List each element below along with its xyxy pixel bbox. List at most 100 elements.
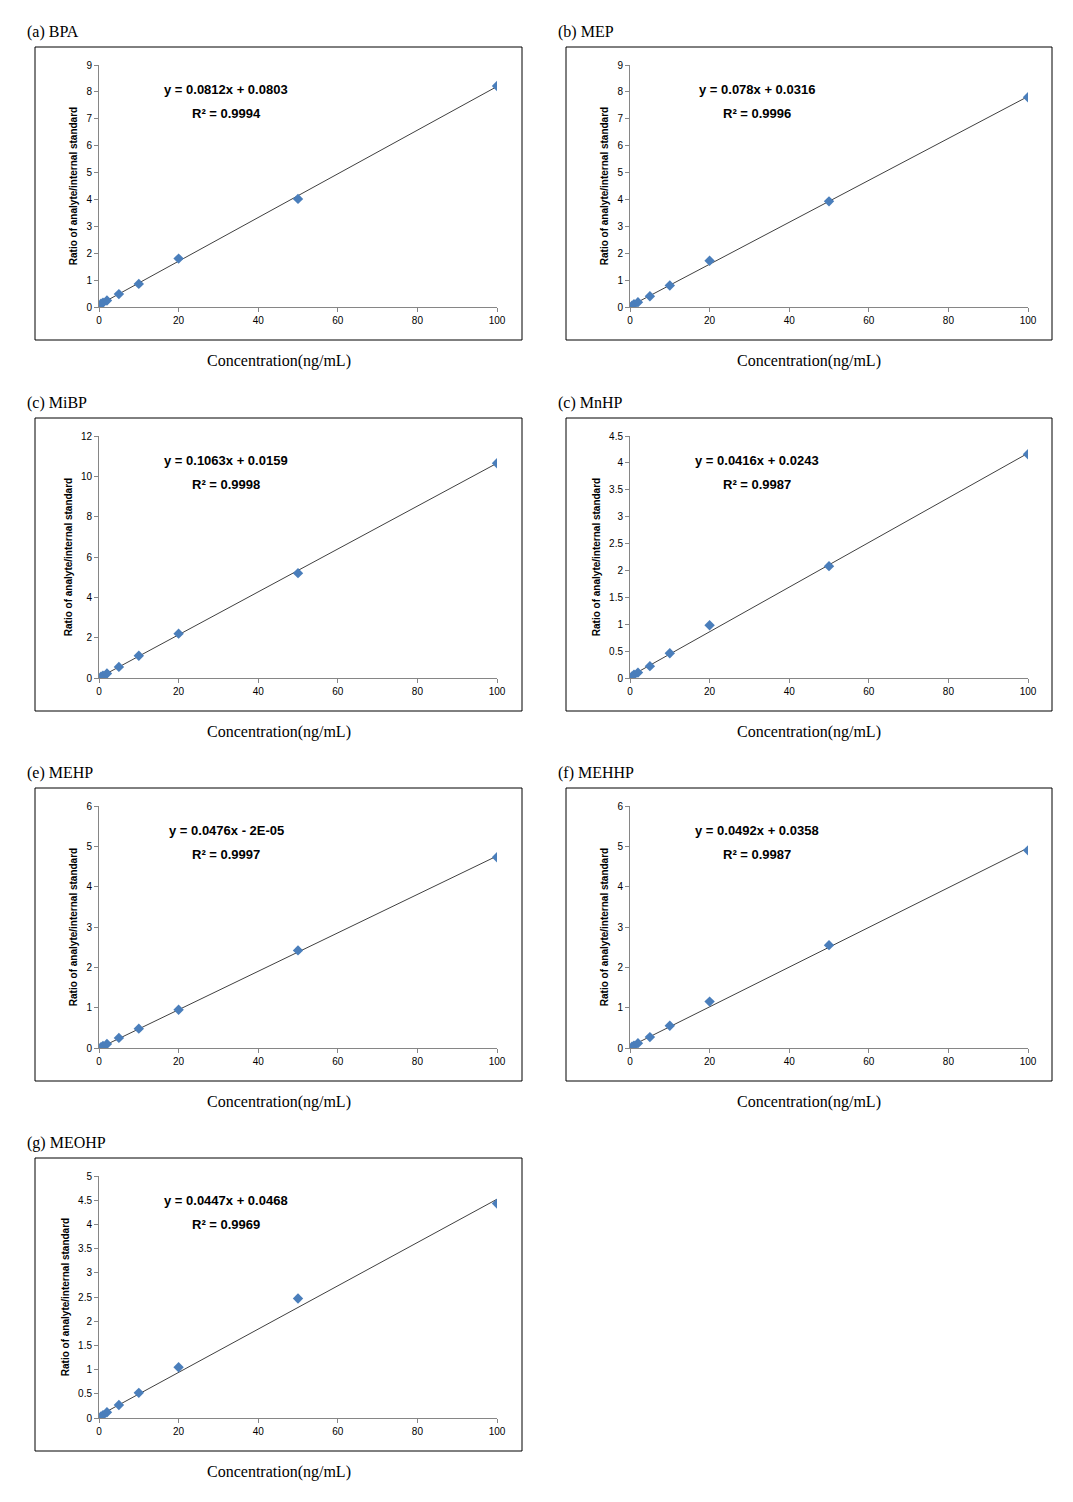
svg-text:3.5: 3.5 (609, 484, 623, 495)
svg-text:0: 0 (617, 302, 623, 313)
svg-text:2: 2 (617, 248, 623, 259)
svg-text:Ratio of analyte/internal stan: Ratio of analyte/internal standard (60, 1218, 71, 1376)
svg-text:2: 2 (86, 248, 92, 259)
svg-text:100: 100 (1020, 1056, 1037, 1067)
svg-text:100: 100 (489, 1426, 506, 1437)
svg-text:80: 80 (943, 1056, 955, 1067)
svg-text:y = 0.0476x - 2E-05: y = 0.0476x - 2E-05 (169, 823, 284, 838)
svg-text:20: 20 (704, 1056, 716, 1067)
svg-text:0: 0 (96, 315, 102, 326)
svg-text:2.5: 2.5 (78, 1292, 92, 1303)
svg-text:60: 60 (863, 315, 875, 326)
svg-text:80: 80 (412, 686, 424, 697)
svg-text:60: 60 (332, 1056, 344, 1067)
svg-text:3: 3 (617, 511, 623, 522)
svg-text:Ratio of analyte/internal stan: Ratio of analyte/internal standard (599, 107, 610, 265)
svg-text:8: 8 (86, 511, 92, 522)
svg-text:3.5: 3.5 (78, 1243, 92, 1254)
svg-text:0: 0 (86, 673, 92, 684)
svg-text:0: 0 (86, 302, 92, 313)
svg-text:(f) MEHHP: (f) MEHHP (558, 764, 634, 782)
svg-text:R² = 0.9996: R² = 0.9996 (723, 106, 791, 121)
svg-text:y = 0.0447x + 0.0468: y = 0.0447x + 0.0468 (164, 1193, 288, 1208)
svg-text:20: 20 (173, 686, 185, 697)
svg-text:Concentration(ng/mL): Concentration(ng/mL) (207, 352, 351, 370)
svg-text:0: 0 (617, 1043, 623, 1054)
svg-text:4: 4 (86, 592, 92, 603)
svg-text:(b) MEP: (b) MEP (558, 23, 614, 41)
svg-text:3: 3 (86, 1267, 92, 1278)
svg-text:2: 2 (86, 632, 92, 643)
svg-text:2: 2 (86, 962, 92, 973)
svg-text:R² = 0.9994: R² = 0.9994 (192, 106, 261, 121)
svg-text:Ratio of analyte/internal stan: Ratio of analyte/internal standard (591, 478, 602, 636)
svg-text:2.5: 2.5 (609, 538, 623, 549)
svg-text:20: 20 (704, 686, 716, 697)
svg-text:2: 2 (617, 962, 623, 973)
svg-text:y = 0.0812x + 0.0803: y = 0.0812x + 0.0803 (164, 82, 288, 97)
svg-text:5: 5 (86, 841, 92, 852)
svg-text:0: 0 (96, 686, 102, 697)
svg-text:8: 8 (617, 86, 623, 97)
svg-text:60: 60 (332, 315, 344, 326)
svg-text:40: 40 (253, 1426, 265, 1437)
svg-text:40: 40 (784, 686, 796, 697)
svg-text:4: 4 (617, 194, 623, 205)
svg-text:R² = 0.9987: R² = 0.9987 (723, 477, 791, 492)
svg-text:y = 0.1063x + 0.0159: y = 0.1063x + 0.0159 (164, 453, 288, 468)
svg-text:2: 2 (86, 1316, 92, 1327)
svg-text:40: 40 (784, 315, 796, 326)
svg-text:6: 6 (86, 801, 92, 812)
svg-text:R² = 0.9997: R² = 0.9997 (192, 847, 260, 862)
svg-text:0: 0 (86, 1413, 92, 1424)
svg-text:Concentration(ng/mL): Concentration(ng/mL) (737, 352, 881, 370)
svg-text:6: 6 (617, 140, 623, 151)
svg-text:Concentration(ng/mL): Concentration(ng/mL) (737, 723, 881, 741)
svg-text:4: 4 (617, 881, 623, 892)
svg-text:3: 3 (86, 922, 92, 933)
svg-text:40: 40 (253, 686, 265, 697)
svg-text:0: 0 (86, 1043, 92, 1054)
svg-text:R² = 0.9998: R² = 0.9998 (192, 477, 260, 492)
svg-text:0: 0 (627, 686, 633, 697)
svg-text:Ratio of analyte/internal stan: Ratio of analyte/internal standard (68, 107, 79, 265)
svg-text:40: 40 (253, 1056, 265, 1067)
svg-text:1: 1 (617, 1002, 623, 1013)
svg-text:4: 4 (86, 194, 92, 205)
svg-text:Concentration(ng/mL): Concentration(ng/mL) (207, 1093, 351, 1111)
svg-text:0: 0 (627, 315, 633, 326)
svg-text:80: 80 (412, 315, 424, 326)
svg-text:0.5: 0.5 (78, 1388, 92, 1399)
svg-text:R² = 0.9969: R² = 0.9969 (192, 1217, 260, 1232)
svg-text:80: 80 (943, 686, 955, 697)
svg-text:20: 20 (173, 1426, 185, 1437)
svg-text:0: 0 (627, 1056, 633, 1067)
svg-text:60: 60 (332, 686, 344, 697)
svg-text:5: 5 (86, 1171, 92, 1182)
svg-text:3: 3 (617, 922, 623, 933)
svg-text:40: 40 (784, 1056, 796, 1067)
svg-text:6: 6 (86, 140, 92, 151)
svg-text:8: 8 (86, 86, 92, 97)
svg-text:6: 6 (617, 801, 623, 812)
svg-text:0.5: 0.5 (609, 646, 623, 657)
svg-text:(a) BPA: (a) BPA (27, 23, 79, 41)
svg-text:3: 3 (86, 221, 92, 232)
svg-text:0: 0 (617, 673, 623, 684)
svg-text:(e) MEHP: (e) MEHP (27, 764, 93, 782)
svg-text:9: 9 (86, 60, 92, 71)
svg-text:y = 0.0416x + 0.0243: y = 0.0416x + 0.0243 (695, 453, 819, 468)
svg-text:10: 10 (81, 471, 93, 482)
svg-text:40: 40 (253, 315, 265, 326)
svg-text:20: 20 (173, 315, 185, 326)
svg-text:y = 0.078x + 0.0316: y = 0.078x + 0.0316 (699, 82, 815, 97)
svg-text:(g) MEOHP: (g) MEOHP (27, 1134, 106, 1152)
svg-text:1.5: 1.5 (78, 1340, 92, 1351)
svg-text:4: 4 (86, 881, 92, 892)
svg-text:6: 6 (86, 552, 92, 563)
svg-text:2: 2 (617, 565, 623, 576)
svg-text:100: 100 (1020, 315, 1037, 326)
svg-text:60: 60 (863, 1056, 875, 1067)
svg-text:60: 60 (332, 1426, 344, 1437)
svg-text:1.5: 1.5 (609, 592, 623, 603)
